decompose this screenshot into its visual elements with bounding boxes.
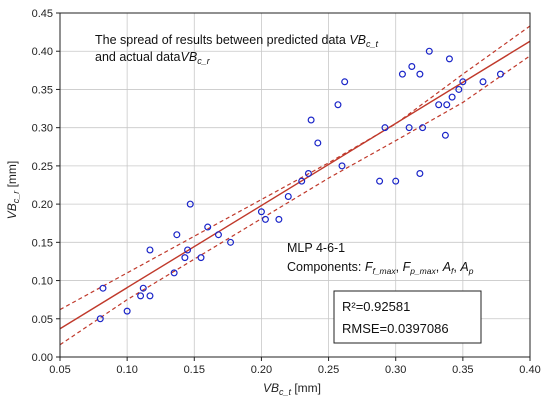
data-point	[146, 292, 154, 300]
data-point	[459, 78, 467, 86]
y-tick-label: 0.40	[32, 46, 53, 58]
data-points	[96, 47, 504, 323]
data-point	[197, 254, 205, 262]
data-point	[204, 223, 212, 231]
data-point	[496, 70, 504, 78]
data-point	[227, 238, 235, 246]
data-point	[275, 215, 283, 223]
data-point	[338, 162, 346, 170]
annotation-line-2: and actual dataVBc_r	[95, 50, 211, 66]
y-tick-label: 0.25	[32, 161, 53, 173]
x-tick-labels: 0.05 0.10 0.15 0.20 0.25 0.30 0.35 0.40	[49, 364, 540, 376]
data-point	[139, 284, 147, 292]
data-point	[214, 231, 222, 239]
data-point	[376, 177, 384, 185]
x-tick-label: 0.15	[184, 364, 205, 376]
x-tick-label: 0.40	[519, 364, 540, 376]
fit-line-group	[59, 40, 531, 330]
data-point	[146, 246, 154, 254]
y-tick-label: 0.30	[32, 123, 53, 135]
data-point	[261, 215, 269, 223]
x-tick-label: 0.10	[116, 364, 137, 376]
data-point	[445, 55, 453, 63]
confidence-bands	[59, 25, 531, 346]
y-axis-title: VBc_r [mm]	[5, 161, 21, 220]
model-name: MLP 4-6-1	[287, 241, 345, 255]
model-components: Components: Ff_max, Fp_max, Af, Ap	[287, 260, 474, 276]
data-point	[314, 139, 322, 147]
rmse-value: RMSE=0.0397086	[342, 321, 449, 336]
data-point	[398, 70, 406, 78]
data-point	[284, 192, 292, 200]
data-point	[186, 200, 194, 208]
data-point	[416, 70, 424, 78]
confidence-lower-line	[59, 55, 531, 346]
y-tick-label: 0.35	[32, 84, 53, 96]
data-point	[99, 284, 107, 292]
data-point	[341, 78, 349, 86]
data-point	[257, 208, 265, 216]
data-point	[448, 93, 456, 101]
data-point	[443, 101, 451, 109]
y-tick-label: 0.20	[32, 199, 53, 211]
y-tick-label: 0.15	[32, 237, 53, 249]
data-point	[405, 124, 413, 132]
data-point	[181, 254, 189, 262]
r2-value: R²=0.92581	[342, 299, 410, 314]
data-point	[455, 85, 463, 93]
data-point	[184, 246, 192, 254]
data-point	[479, 78, 487, 86]
annotation-line-1: The spread of results between predicted …	[95, 33, 379, 49]
data-point	[419, 124, 427, 132]
data-point	[425, 47, 433, 55]
confidence-upper-line	[59, 25, 531, 311]
x-tick-label: 0.30	[385, 364, 406, 376]
data-point	[334, 101, 342, 109]
x-axis-title: VBc_t [mm]	[263, 381, 321, 397]
data-point	[408, 63, 416, 71]
x-tick-label: 0.25	[318, 364, 339, 376]
y-tick-label: 0.00	[32, 352, 53, 364]
x-tick-label: 0.35	[452, 364, 473, 376]
fit-line	[59, 40, 531, 330]
x-tick-label: 0.05	[49, 364, 70, 376]
data-point	[298, 177, 306, 185]
data-point	[304, 170, 312, 178]
stats-box	[333, 290, 482, 344]
data-point	[381, 124, 389, 132]
data-point	[137, 292, 145, 300]
data-point	[307, 116, 315, 124]
data-point	[441, 131, 449, 139]
data-point	[416, 170, 424, 178]
data-point	[435, 101, 443, 109]
y-tick-label: 0.45	[32, 8, 53, 20]
data-point	[96, 315, 104, 323]
data-point	[173, 231, 181, 239]
y-tick-labels: 0.00 0.05 0.10 0.15 0.20 0.25 0.30 0.35 0.40 0.45	[32, 8, 53, 364]
plot-frame	[59, 12, 531, 358]
data-point	[123, 307, 131, 315]
data-point	[170, 269, 178, 277]
x-tick-label: 0.20	[251, 364, 272, 376]
y-tick-label: 0.10	[32, 276, 53, 288]
data-point	[392, 177, 400, 185]
y-tick-label: 0.05	[32, 314, 53, 326]
